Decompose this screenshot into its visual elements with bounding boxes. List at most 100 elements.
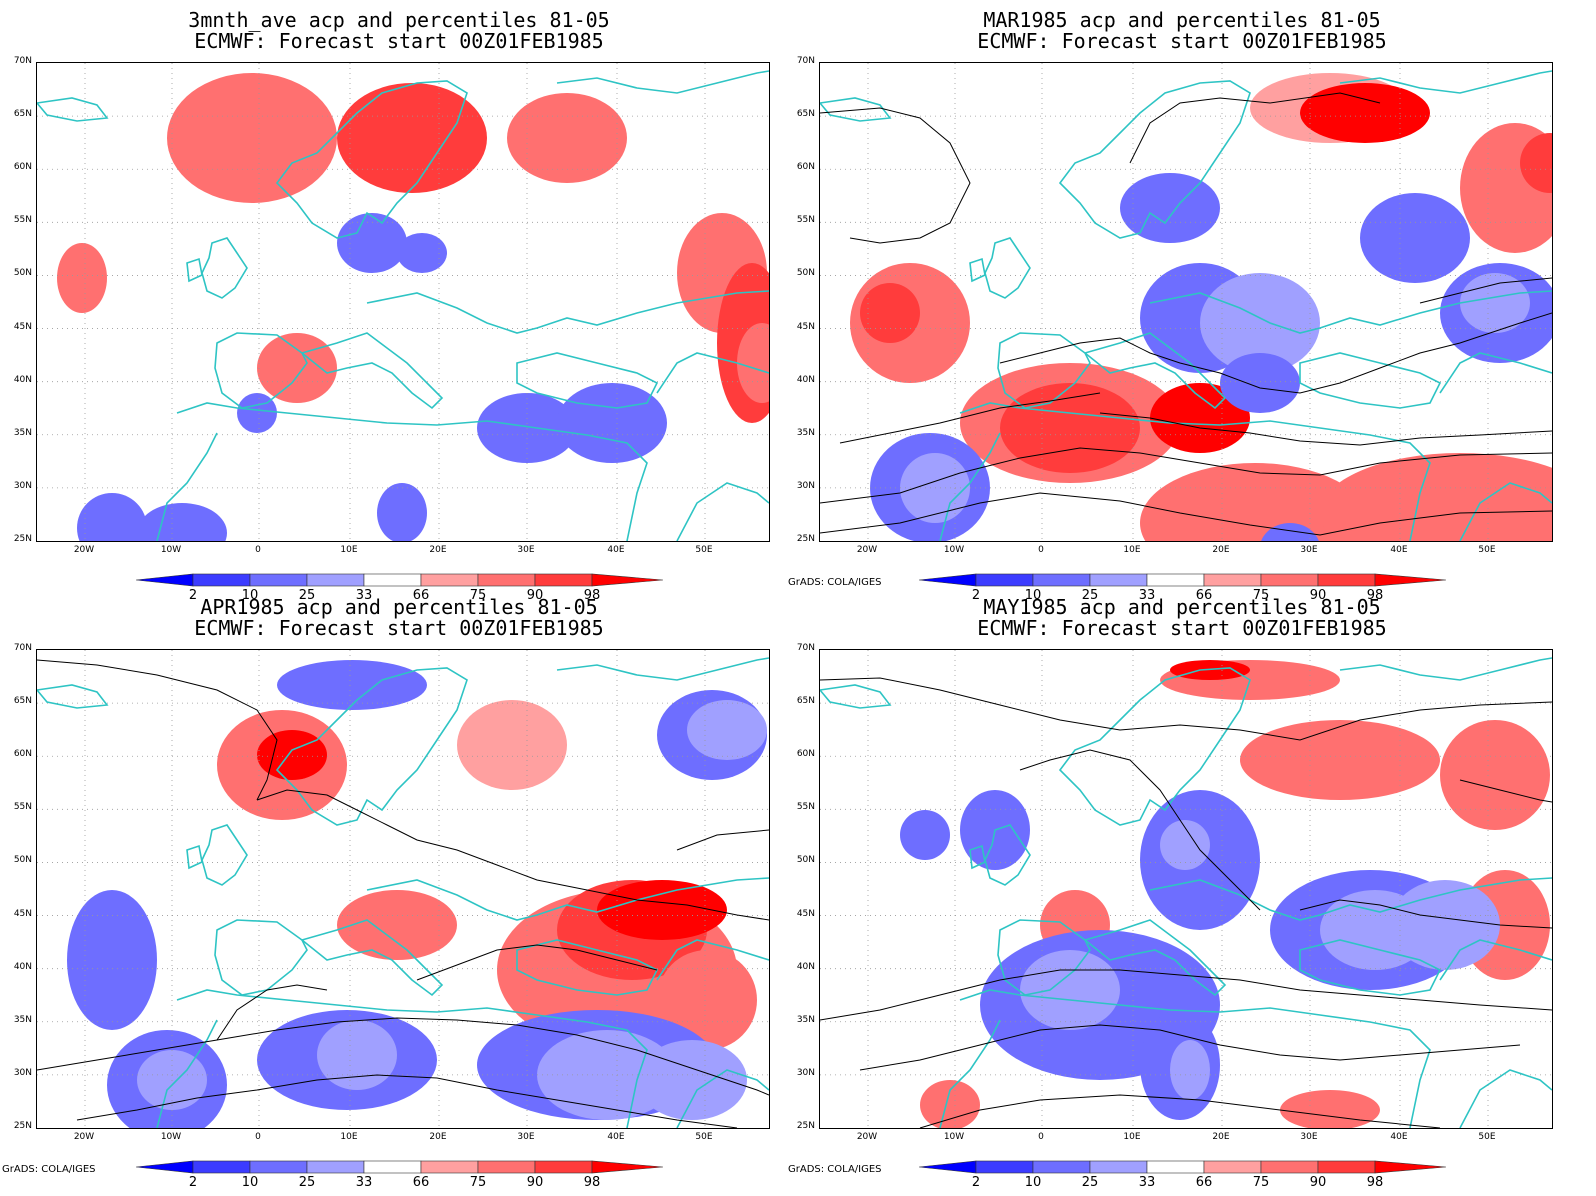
colorbar-segment bbox=[249, 573, 308, 587]
colorbar-segment bbox=[306, 573, 365, 587]
coastline bbox=[939, 432, 1001, 541]
colorbar-arrow-left bbox=[136, 1160, 194, 1174]
coastline bbox=[1299, 939, 1442, 996]
latitude-label: 55N bbox=[796, 215, 815, 226]
shade-region bbox=[57, 243, 107, 313]
latitude-label: 25N bbox=[796, 1121, 815, 1131]
coastline bbox=[969, 844, 986, 870]
colorbar-svg bbox=[919, 1160, 1447, 1174]
panel-subtitle: ECMWF: Forecast start 00Z01FEB1985 bbox=[977, 616, 1387, 640]
latitude-label: 55N bbox=[796, 802, 815, 813]
colorbar-tick-label: 98 bbox=[1366, 1175, 1384, 1190]
shade-region bbox=[637, 1040, 747, 1120]
shade-region bbox=[1140, 463, 1370, 541]
coastline bbox=[1439, 352, 1552, 394]
colorbar-tick-label: 98 bbox=[583, 588, 601, 603]
coastline bbox=[300, 919, 444, 997]
latitude-label: 45N bbox=[13, 321, 32, 332]
longitude-label: 20W bbox=[73, 1132, 95, 1142]
colorbar-segment bbox=[1260, 573, 1319, 587]
contour-line bbox=[1299, 899, 1552, 929]
longitude-label: 30E bbox=[517, 545, 535, 555]
colorbar-segment bbox=[534, 1160, 593, 1174]
colorbar-svg bbox=[136, 573, 664, 587]
latitude-label: 40N bbox=[13, 961, 32, 972]
longitude-label: 40E bbox=[607, 1132, 625, 1142]
colorbar-tick-label: 10 bbox=[1024, 588, 1042, 603]
coastline bbox=[275, 80, 468, 239]
colorbar-tick-label: 66 bbox=[1195, 588, 1213, 603]
contour-line bbox=[820, 492, 1552, 536]
colorbar-tick-label: 25 bbox=[298, 588, 316, 603]
colorbar-segment bbox=[477, 573, 536, 587]
colorbar-tick-label: 10 bbox=[241, 588, 259, 603]
longitude-label: 10W bbox=[160, 1132, 182, 1142]
colorbar-segment bbox=[1317, 1160, 1376, 1174]
shade-region bbox=[1160, 820, 1210, 870]
coastline bbox=[676, 1069, 769, 1128]
longitude-label: 10W bbox=[160, 545, 182, 555]
longitude-label: 10E bbox=[1123, 1132, 1141, 1142]
colorbar-segment bbox=[1146, 1160, 1205, 1174]
latitude-label: 30N bbox=[13, 480, 32, 491]
panel-title: MAY1985 acp and percentiles 81-05 bbox=[983, 595, 1381, 619]
map-panel-mar1985: MAR1985 acp and percentiles 81-05 ECMWF:… bbox=[783, 0, 1581, 603]
map-svg bbox=[820, 63, 1552, 541]
colorbar-tick-label: 25 bbox=[298, 1175, 316, 1190]
map-svg bbox=[37, 650, 769, 1128]
coastline bbox=[214, 332, 308, 409]
coastline bbox=[656, 352, 769, 394]
coastline bbox=[1083, 919, 1227, 997]
longitude-label: 20E bbox=[1212, 1132, 1230, 1142]
coastline bbox=[820, 97, 892, 122]
shade-region bbox=[1320, 453, 1552, 541]
shade-region bbox=[860, 283, 920, 343]
contour-line bbox=[216, 984, 328, 1041]
latitude-label: 25N bbox=[13, 534, 32, 544]
shade-region bbox=[317, 1020, 397, 1090]
colorbar-segment bbox=[363, 573, 422, 587]
coastline bbox=[156, 1019, 218, 1128]
coastline bbox=[366, 877, 769, 921]
colorbar-tick-label: 66 bbox=[412, 1175, 430, 1190]
shade-region bbox=[1300, 83, 1430, 143]
colorbar-tick-label: 75 bbox=[1252, 1175, 1270, 1190]
longitude-label: 0 bbox=[1038, 545, 1044, 555]
contour-line bbox=[676, 829, 769, 851]
longitude-label: 50E bbox=[1478, 545, 1496, 555]
map-area bbox=[819, 649, 1553, 1129]
shade-region bbox=[657, 950, 757, 1050]
map-svg bbox=[37, 63, 769, 541]
colorbar-tick-label: 75 bbox=[469, 588, 487, 603]
coastline bbox=[186, 844, 203, 870]
shade-region bbox=[1460, 273, 1530, 333]
shade-region bbox=[337, 890, 457, 960]
shade-region bbox=[337, 83, 487, 193]
shade-region bbox=[1000, 383, 1140, 473]
shade-region bbox=[1390, 880, 1500, 970]
coastline bbox=[984, 237, 1031, 299]
colorbar-tick-label: 10 bbox=[1024, 1175, 1042, 1190]
shade-region bbox=[277, 660, 427, 710]
coastline bbox=[1149, 877, 1552, 921]
coastline bbox=[1459, 482, 1552, 541]
colorbar-tick-label: 33 bbox=[1138, 1175, 1156, 1190]
shade-region bbox=[1020, 950, 1120, 1030]
contour-line bbox=[999, 312, 1552, 394]
longitude-label: 30E bbox=[1300, 545, 1318, 555]
colorbar: 2 10 25 33 66 75 90 98 bbox=[919, 1159, 1449, 1190]
latitude-label: 65N bbox=[796, 696, 815, 707]
colorbar: 2 10 25 33 66 75 90 98 bbox=[919, 572, 1449, 603]
latitude-label: 45N bbox=[796, 321, 815, 332]
longitude-label: 20E bbox=[429, 545, 447, 555]
longitude-label: 10W bbox=[943, 545, 965, 555]
latitude-label: 35N bbox=[13, 1014, 32, 1025]
contour-line bbox=[839, 392, 1101, 444]
colorbar: 2 10 25 33 66 75 90 98 bbox=[136, 572, 666, 603]
shade-region bbox=[507, 93, 627, 183]
coastline bbox=[1058, 80, 1251, 239]
shade-region bbox=[377, 483, 427, 541]
panel-title: 3mnth_ave acp and percentiles 81-05 bbox=[188, 8, 610, 32]
shade-region bbox=[597, 880, 727, 940]
coastline bbox=[156, 432, 218, 541]
